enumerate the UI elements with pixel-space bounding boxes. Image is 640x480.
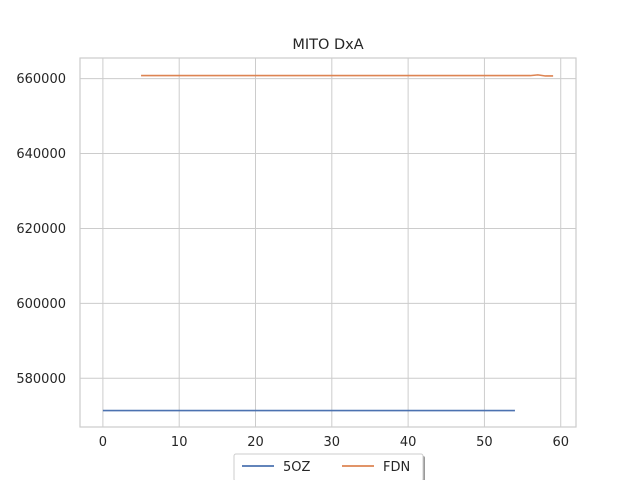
legend-label-fdn: FDN (383, 460, 410, 475)
x-tick-label: 30 (324, 435, 341, 450)
legend-label-5oz: 5OZ (283, 460, 311, 475)
y-tick-label: 640000 (16, 147, 66, 162)
x-tick-label: 10 (171, 435, 188, 450)
series-line-fdn (141, 74, 554, 77)
grid (80, 58, 576, 427)
x-tick-label: 40 (400, 435, 417, 450)
y-tick-label: 620000 (16, 222, 66, 237)
x-tick-label: 20 (247, 435, 264, 450)
legend-box (233, 453, 424, 480)
y-tick-label: 660000 (16, 72, 66, 87)
y-tick-label: 580000 (16, 372, 66, 387)
legend: 5OZ FDN (233, 453, 425, 480)
y-axis-ticks: 580000 600000 620000 640000 660000 (16, 72, 66, 387)
y-tick-label: 600000 (16, 297, 66, 312)
x-tick-label: 0 (99, 435, 107, 450)
plot-area-border (79, 57, 577, 428)
x-axis-ticks: 0 10 20 30 40 50 60 (99, 435, 569, 450)
x-tick-label: 50 (476, 435, 493, 450)
x-tick-label: 60 (552, 435, 569, 450)
plot-frame (79, 57, 577, 428)
series-lines (102, 74, 554, 412)
chart-title: MITO DxA (292, 37, 363, 53)
